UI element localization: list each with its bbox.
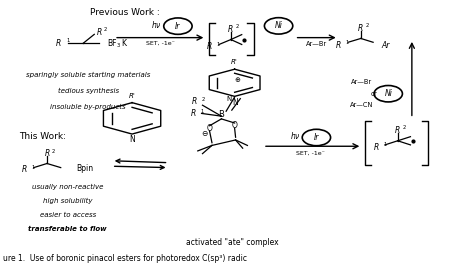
Text: R': R' [129,93,136,98]
Text: R': R' [231,59,238,65]
Text: R: R [22,165,27,174]
Text: R: R [207,42,212,51]
Text: Previous Work :: Previous Work : [91,8,160,17]
Text: R: R [56,39,61,48]
Text: K: K [121,39,126,48]
Text: Ir: Ir [175,22,181,31]
Text: Ar—Br: Ar—Br [306,41,327,47]
Text: 2: 2 [52,149,55,154]
Text: tedious synthesis: tedious synthesis [57,88,118,94]
Text: 1: 1 [383,142,387,147]
Text: O: O [232,121,237,130]
Text: 3: 3 [116,43,119,48]
Text: transferable to flow: transferable to flow [28,226,107,232]
Text: hν: hν [152,21,161,30]
Text: R: R [374,142,379,152]
Text: ⊕: ⊕ [234,77,240,83]
Text: 1: 1 [66,38,70,43]
Text: 1: 1 [346,40,349,45]
Text: BF: BF [107,39,117,48]
Text: R: R [191,109,196,119]
Text: 1: 1 [217,42,220,47]
Text: Bpin: Bpin [76,164,93,173]
Text: high solubility: high solubility [43,198,92,204]
Text: 2: 2 [402,125,406,130]
Text: Ni: Ni [274,21,283,30]
Text: ure 1.  Use of boronic pinacol esters for photoredox C(sp³) radic: ure 1. Use of boronic pinacol esters for… [3,254,247,263]
Text: ⊖: ⊖ [201,130,208,138]
Text: hν: hν [291,132,300,141]
Text: sparingly soluble starting materials: sparingly soluble starting materials [26,72,150,78]
Text: 2: 2 [104,28,107,32]
Text: 1: 1 [32,165,35,170]
Text: insoluble by-products: insoluble by-products [50,104,126,111]
Text: N: N [129,135,135,144]
Text: This Work:: This Work: [18,133,66,141]
Text: R: R [358,24,364,32]
Text: 2: 2 [235,24,239,29]
Text: N: N [226,96,231,102]
Text: Ir: Ir [314,133,319,142]
Text: 2: 2 [201,97,205,102]
Text: R: R [395,126,401,135]
Text: SET, -1e⁻: SET, -1e⁻ [296,151,325,156]
Text: B: B [219,110,224,119]
Text: activated "ate" complex: activated "ate" complex [186,238,279,246]
Text: R: R [228,25,234,34]
Text: Ni: Ni [384,89,392,98]
Text: 1: 1 [201,109,204,114]
Text: R: R [45,149,50,158]
Text: Ar—CN: Ar—CN [350,102,373,108]
Text: SET, -1e⁻: SET, -1e⁻ [146,41,174,46]
Text: easier to access: easier to access [40,212,96,218]
Text: N: N [232,98,237,107]
Text: R: R [191,97,197,106]
Text: Ar: Ar [381,40,390,50]
Text: 2: 2 [366,23,369,28]
Text: O: O [207,124,212,133]
Text: R: R [336,40,341,50]
Text: or: or [371,91,377,97]
Text: Ar—Br: Ar—Br [351,79,372,85]
Text: R: R [96,28,101,37]
Text: usually non-reactive: usually non-reactive [32,184,103,190]
